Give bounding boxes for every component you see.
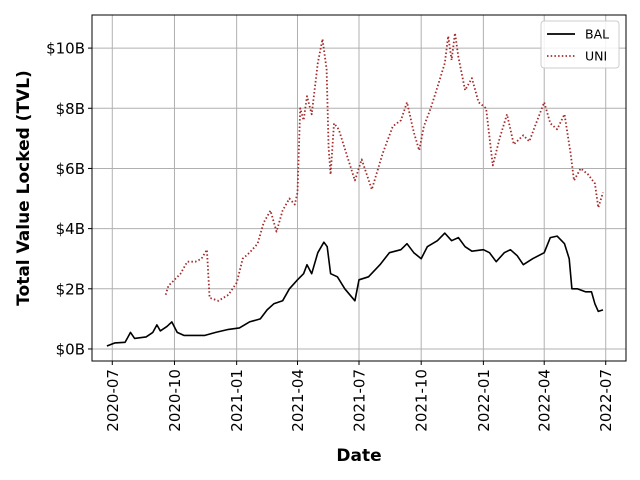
y-tick-label: $10B bbox=[46, 40, 85, 58]
y-axis-label: Total Value Locked (TVL) bbox=[14, 70, 34, 306]
series-line-uni bbox=[164, 32, 604, 302]
x-axis-ticks: 2020-07 2020-10 2021-01 2021-04 2021-07 2021-… bbox=[104, 361, 615, 432]
y-axis-ticks: $0B $2B $4B $6B $8B $10B bbox=[46, 40, 92, 358]
x-tick-label: 2020-10 bbox=[166, 369, 184, 432]
x-tick-label: 2020-07 bbox=[104, 369, 122, 432]
x-axis-label: Date bbox=[336, 446, 381, 466]
x-tick-label: 2021-07 bbox=[351, 369, 369, 432]
grid-lines bbox=[92, 15, 626, 361]
x-tick-label: 2021-10 bbox=[413, 369, 431, 432]
x-tick-label: 2021-04 bbox=[289, 369, 307, 432]
x-tick-label: 2022-01 bbox=[475, 369, 493, 432]
x-tick-label: 2022-04 bbox=[536, 369, 554, 432]
x-tick-label: 2022-07 bbox=[597, 369, 615, 432]
y-tick-label: $2B bbox=[56, 280, 85, 298]
legend-label-uni: UNI bbox=[585, 49, 607, 64]
y-tick-label: $4B bbox=[56, 220, 85, 238]
series-line-bal bbox=[106, 232, 604, 347]
legend-label-bal: BAL bbox=[585, 27, 609, 42]
y-tick-label: $8B bbox=[56, 100, 85, 118]
y-tick-label: $6B bbox=[56, 160, 85, 178]
series-lines bbox=[106, 32, 604, 347]
legend-box bbox=[540, 20, 620, 69]
y-tick-label: $0B bbox=[56, 340, 85, 358]
x-tick-label: 2021-01 bbox=[228, 369, 246, 432]
legend: BAL UNI bbox=[540, 20, 620, 69]
